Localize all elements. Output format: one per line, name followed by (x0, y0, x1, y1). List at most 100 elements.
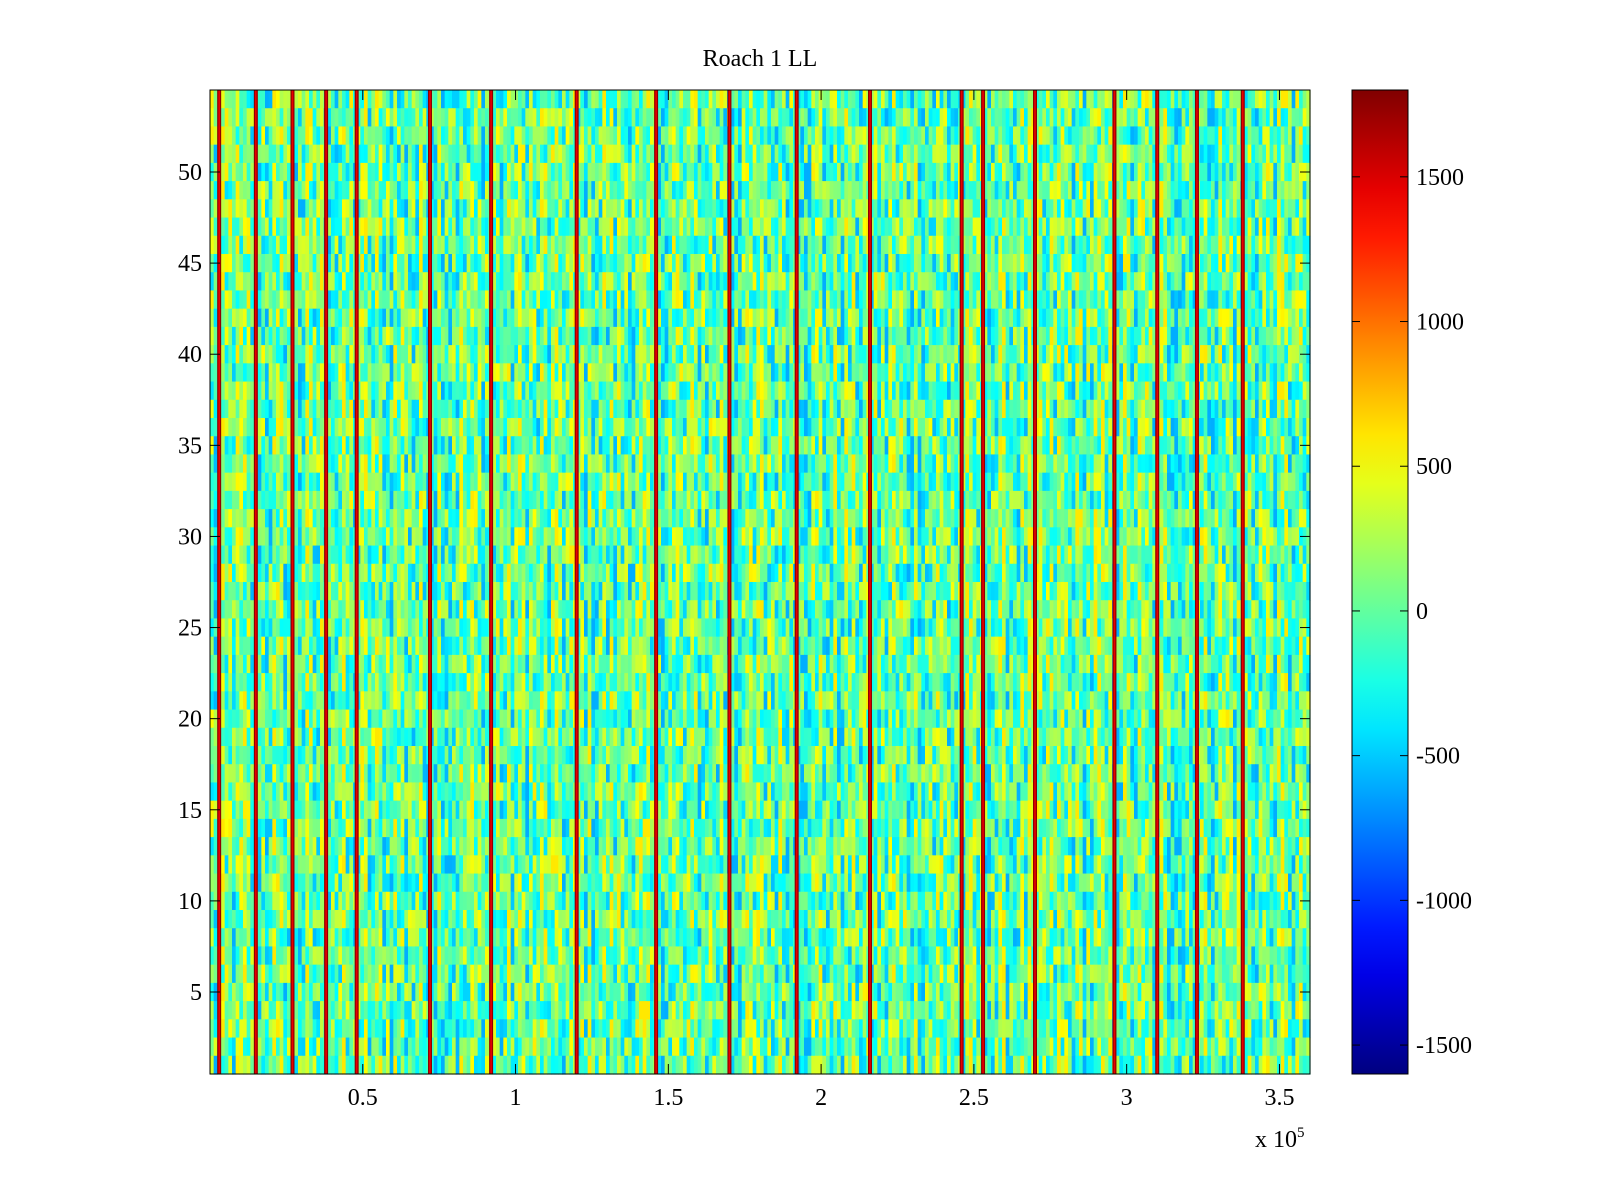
heatmap-cell (375, 381, 380, 401)
heatmap-cell (1104, 290, 1109, 310)
heatmap-cell (888, 381, 893, 401)
heatmap-cell (994, 308, 999, 328)
heatmap-cell (584, 254, 589, 273)
heatmap-cell (664, 272, 669, 292)
heatmap-cell (580, 181, 585, 200)
heatmap-cell (393, 290, 398, 310)
heatmap-cell (1086, 90, 1091, 109)
heatmap-cell (360, 162, 365, 182)
heatmap-cell (624, 345, 629, 364)
heatmap-cell (551, 126, 556, 146)
heatmap-cell (976, 308, 981, 328)
heatmap-cell (1141, 363, 1146, 383)
heatmap-cell (969, 217, 974, 237)
heatmap-cell (1236, 254, 1241, 273)
heatmap-cell (826, 326, 831, 346)
heatmap-cell (1159, 181, 1164, 200)
heatmap-cell (719, 144, 724, 164)
heatmap-cell (950, 144, 955, 164)
heatmap-cell (232, 108, 237, 128)
heatmap-cell (774, 126, 779, 146)
heatmap-cell (760, 381, 765, 401)
heatmap-cell (1075, 217, 1080, 237)
heatmap-cell (617, 126, 622, 146)
heatmap-cell (360, 272, 365, 292)
heatmap-cell (807, 290, 812, 310)
heatmap-cell (881, 144, 886, 164)
heatmap-cell (316, 308, 321, 328)
heatmap-cell (1159, 308, 1164, 328)
heatmap-cell (1207, 108, 1212, 128)
heatmap-cell (771, 90, 776, 109)
heatmap-cell (1159, 345, 1164, 364)
heatmap-cell (1042, 217, 1047, 237)
heatmap-cell (840, 181, 845, 200)
heatmap-cell (921, 162, 926, 182)
heatmap-cell (558, 144, 563, 164)
heatmap-cell (998, 162, 1003, 182)
heatmap-cell (719, 108, 724, 128)
heatmap-cell (305, 326, 310, 346)
heatmap-cell (1148, 199, 1153, 219)
heatmap-cell (763, 326, 768, 346)
heatmap-cell (910, 217, 915, 237)
chart-title: Roach 1 LL (703, 46, 818, 72)
heatmap-cell (1126, 90, 1131, 109)
heatmap-cell (609, 126, 614, 146)
heatmap-cell (477, 217, 482, 237)
heatmap-cell (228, 162, 233, 182)
heatmap-cell (554, 272, 559, 292)
heatmap-cell (734, 181, 739, 200)
heatmap-cell (719, 162, 724, 182)
heatmap-cell (415, 363, 420, 383)
heatmap-cell (382, 217, 387, 237)
heatmap-cell (661, 126, 666, 146)
heatmap-cell (771, 345, 776, 364)
heatmap-cell (477, 272, 482, 292)
heatmap-cell (668, 272, 673, 292)
heatmap-cell (1200, 144, 1205, 164)
heatmap-cell (1119, 108, 1124, 128)
heatmap-cell (844, 126, 849, 146)
heatmap-cell (580, 144, 585, 164)
heatmap-cell (551, 308, 556, 328)
heatmap-cell (1086, 199, 1091, 219)
heatmap-cell (888, 290, 893, 310)
heatmap-cell (213, 235, 218, 255)
heatmap-cell (562, 108, 567, 128)
heatmap-cell (778, 126, 783, 146)
heatmap-cell (452, 363, 457, 383)
heatmap-cell (540, 199, 545, 219)
heatmap-cell (987, 162, 992, 182)
heatmap-cell (738, 181, 743, 200)
heatmap-cell (983, 181, 988, 200)
heatmap-cell (1247, 90, 1252, 109)
heatmap-cell (543, 308, 548, 328)
heatmap-cell (1280, 326, 1285, 346)
heatmap-cell (811, 199, 816, 219)
heatmap-cell (925, 272, 930, 292)
heatmap-cell (279, 381, 284, 401)
heatmap-cell (1269, 326, 1274, 346)
heatmap-cell (1038, 272, 1043, 292)
heatmap-cell (496, 90, 501, 109)
heatmap-cell (1148, 363, 1153, 383)
heatmap-cell (1035, 90, 1040, 109)
heatmap-cell (309, 326, 314, 346)
heatmap-cell (565, 363, 570, 383)
heatmap-cell (411, 272, 416, 292)
heatmap-cell (510, 217, 515, 237)
heatmap-cell (730, 235, 735, 255)
heatmap-cell (400, 181, 405, 200)
heatmap-cell (532, 162, 537, 182)
heatmap-cell (1141, 181, 1146, 200)
heatmap-cell (1233, 272, 1238, 292)
heatmap-cell (686, 235, 691, 255)
heatmap-cell (694, 235, 699, 255)
heatmap-cell (1203, 235, 1208, 255)
heatmap-cell (1189, 308, 1194, 328)
heatmap-cell (760, 290, 765, 310)
heatmap-cell (734, 290, 739, 310)
heatmap-cell (906, 363, 911, 383)
heatmap-cell (1053, 272, 1058, 292)
